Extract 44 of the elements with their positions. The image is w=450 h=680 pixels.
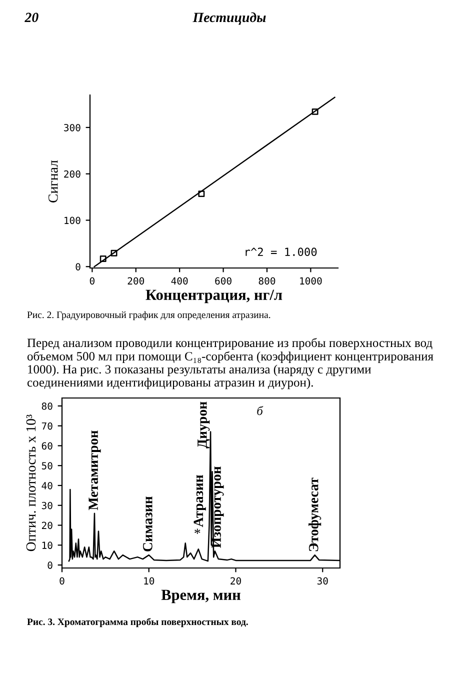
x-tick-label: 10 [144, 577, 154, 585]
x-tick-label: 400 [171, 277, 188, 285]
y-tick-label: 30 [42, 502, 52, 510]
y-tick-label: 100 [64, 216, 80, 224]
point [312, 108, 318, 115]
text: Рис. 2. Градуировочный график для определения атразина. [27, 311, 270, 320]
annotation: Симазин [143, 496, 152, 552]
text: Рис. 3. Хроматограмма пробы поверхностных вод. [27, 618, 248, 628]
x-tick-label: 0 [90, 277, 94, 285]
point [110, 250, 118, 256]
annotation: Диурон [198, 402, 210, 448]
x-tick-label: 20 [230, 577, 241, 585]
annotation: * [194, 528, 200, 534]
annotation: б [257, 406, 264, 416]
y-tick-label: 70 [42, 422, 52, 430]
x-tick-label: 600 [215, 277, 232, 285]
y-tick-label: 200 [64, 170, 80, 178]
annotation: Атразин [194, 474, 206, 528]
annotation: Изопротурон [212, 466, 224, 548]
point [100, 256, 106, 262]
text: Перед анализом проводили концентрирование из пробы поверхностных вод объемом 500 мл при помощи C₁₈-сорбента (коэффициент концентрирования 1000). На рис. 3 показаны результаты анализа (наряду с другими соединениями идентифицированы атразин и диурон). [27, 338, 434, 390]
y-axis-title: Сигнал [48, 160, 58, 202]
x-tick-label: 30 [317, 577, 328, 585]
point [198, 190, 205, 198]
annotation: Этофумесат [308, 478, 322, 552]
y-tick-label: 50 [42, 462, 52, 470]
x-axis-title: Время, мин [161, 590, 240, 604]
y-tick-label: 80 [42, 402, 52, 410]
x-tick-label: 800 [258, 277, 276, 285]
text: Пестициды [192, 12, 266, 25]
annotation: Метамитрон [88, 430, 101, 510]
y-tick-label: 60 [42, 442, 52, 450]
text: 20 [24, 12, 38, 22]
y-tick-label: 300 [64, 124, 80, 132]
x-tick-label: 200 [128, 277, 144, 285]
y-tick-label: 0 [48, 562, 52, 569]
x-tick-label: 1000 [300, 277, 322, 285]
y-tick-label: 40 [42, 482, 52, 490]
y-axis-title: Оптич. плотность x 10³ [26, 414, 36, 552]
annotation: r^2 = 1.000 [246, 248, 317, 256]
y-tick-label: 0 [76, 263, 80, 270]
y-tick-label: 10 [42, 542, 52, 549]
y-tick-label: 20 [42, 522, 52, 530]
x-axis-title: Концентрация, нг/л [146, 290, 282, 304]
